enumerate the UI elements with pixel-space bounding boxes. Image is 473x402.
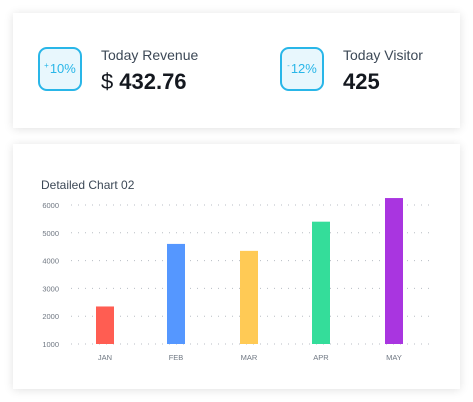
revenue-change-sign: +	[44, 61, 49, 70]
chart-title: Detailed Chart 02	[41, 178, 135, 192]
x-tick-label: FEB	[169, 353, 184, 362]
y-tick-label: 3000	[42, 284, 59, 293]
revenue-amount: 432.76	[119, 69, 187, 94]
visitor-change-sign: -	[287, 61, 290, 70]
revenue-change-badge: +10%	[38, 47, 82, 91]
chart-card: Detailed Chart 02 1000 2000 3000 4000 5000 60…	[13, 144, 460, 389]
x-tick-label: MAR	[241, 353, 258, 362]
bar-feb	[167, 243, 185, 344]
x-tick-label: APR	[313, 353, 329, 362]
revenue-value: $432.76	[101, 69, 187, 95]
bar-apr	[312, 221, 330, 344]
y-tick-label: 5000	[42, 229, 59, 238]
bar-mar	[240, 250, 258, 344]
currency-symbol: $	[101, 69, 114, 94]
y-tick-label: 4000	[42, 257, 59, 266]
visitor-label: Today Visitor	[343, 47, 423, 63]
revenue-change-value: 10%	[49, 61, 76, 76]
y-tick-label: 6000	[42, 201, 59, 210]
bar-chart: 1000 2000 3000 4000 5000 6000 JAN FEB MAR APR MAY	[42, 198, 435, 362]
visitor-change-value: 12%	[290, 61, 317, 76]
revenue-label: Today Revenue	[101, 47, 199, 63]
bar-jan	[96, 306, 114, 344]
x-tick-label: MAY	[386, 353, 402, 362]
stats-card: +10% Today Revenue $432.76 -12% Today Vi…	[13, 13, 460, 128]
y-tick-label: 1000	[42, 340, 59, 349]
bar-may	[385, 198, 403, 344]
visitor-value: 425	[343, 69, 380, 95]
visitor-count: 425	[343, 69, 380, 94]
y-tick-label: 2000	[42, 312, 59, 321]
x-tick-label: JAN	[98, 353, 112, 362]
visitor-change-badge: -12%	[280, 47, 324, 91]
